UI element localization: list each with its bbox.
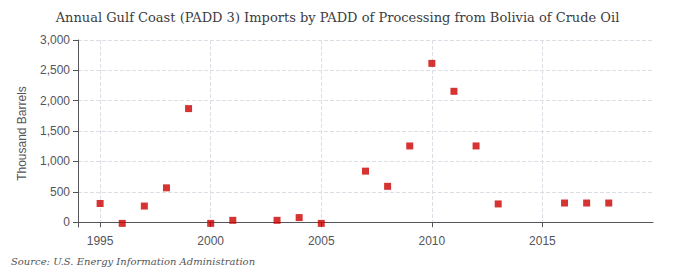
svg-text:3,000: 3,000 xyxy=(40,33,70,47)
svg-text:Annual Gulf Coast (PADD 3) Imp: Annual Gulf Coast (PADD 3) Imports by PA… xyxy=(55,10,620,25)
svg-text:2015: 2015 xyxy=(529,234,556,248)
svg-text:1,500: 1,500 xyxy=(40,124,70,138)
svg-text:Thousand Barrels: Thousand Barrels xyxy=(15,86,29,181)
svg-text:500: 500 xyxy=(50,185,70,199)
svg-text:2,000: 2,000 xyxy=(40,94,70,108)
svg-text:1995: 1995 xyxy=(87,234,114,248)
svg-text:Source: U.S. Energy Informatio: Source: U.S. Energy Information Administ… xyxy=(11,256,255,267)
svg-text:2010: 2010 xyxy=(418,234,445,248)
svg-text:2,500: 2,500 xyxy=(40,63,70,77)
svg-text:2000: 2000 xyxy=(197,234,224,248)
svg-text:2005: 2005 xyxy=(308,234,335,248)
svg-text:0: 0 xyxy=(63,215,70,229)
svg-text:1,000: 1,000 xyxy=(40,154,70,168)
